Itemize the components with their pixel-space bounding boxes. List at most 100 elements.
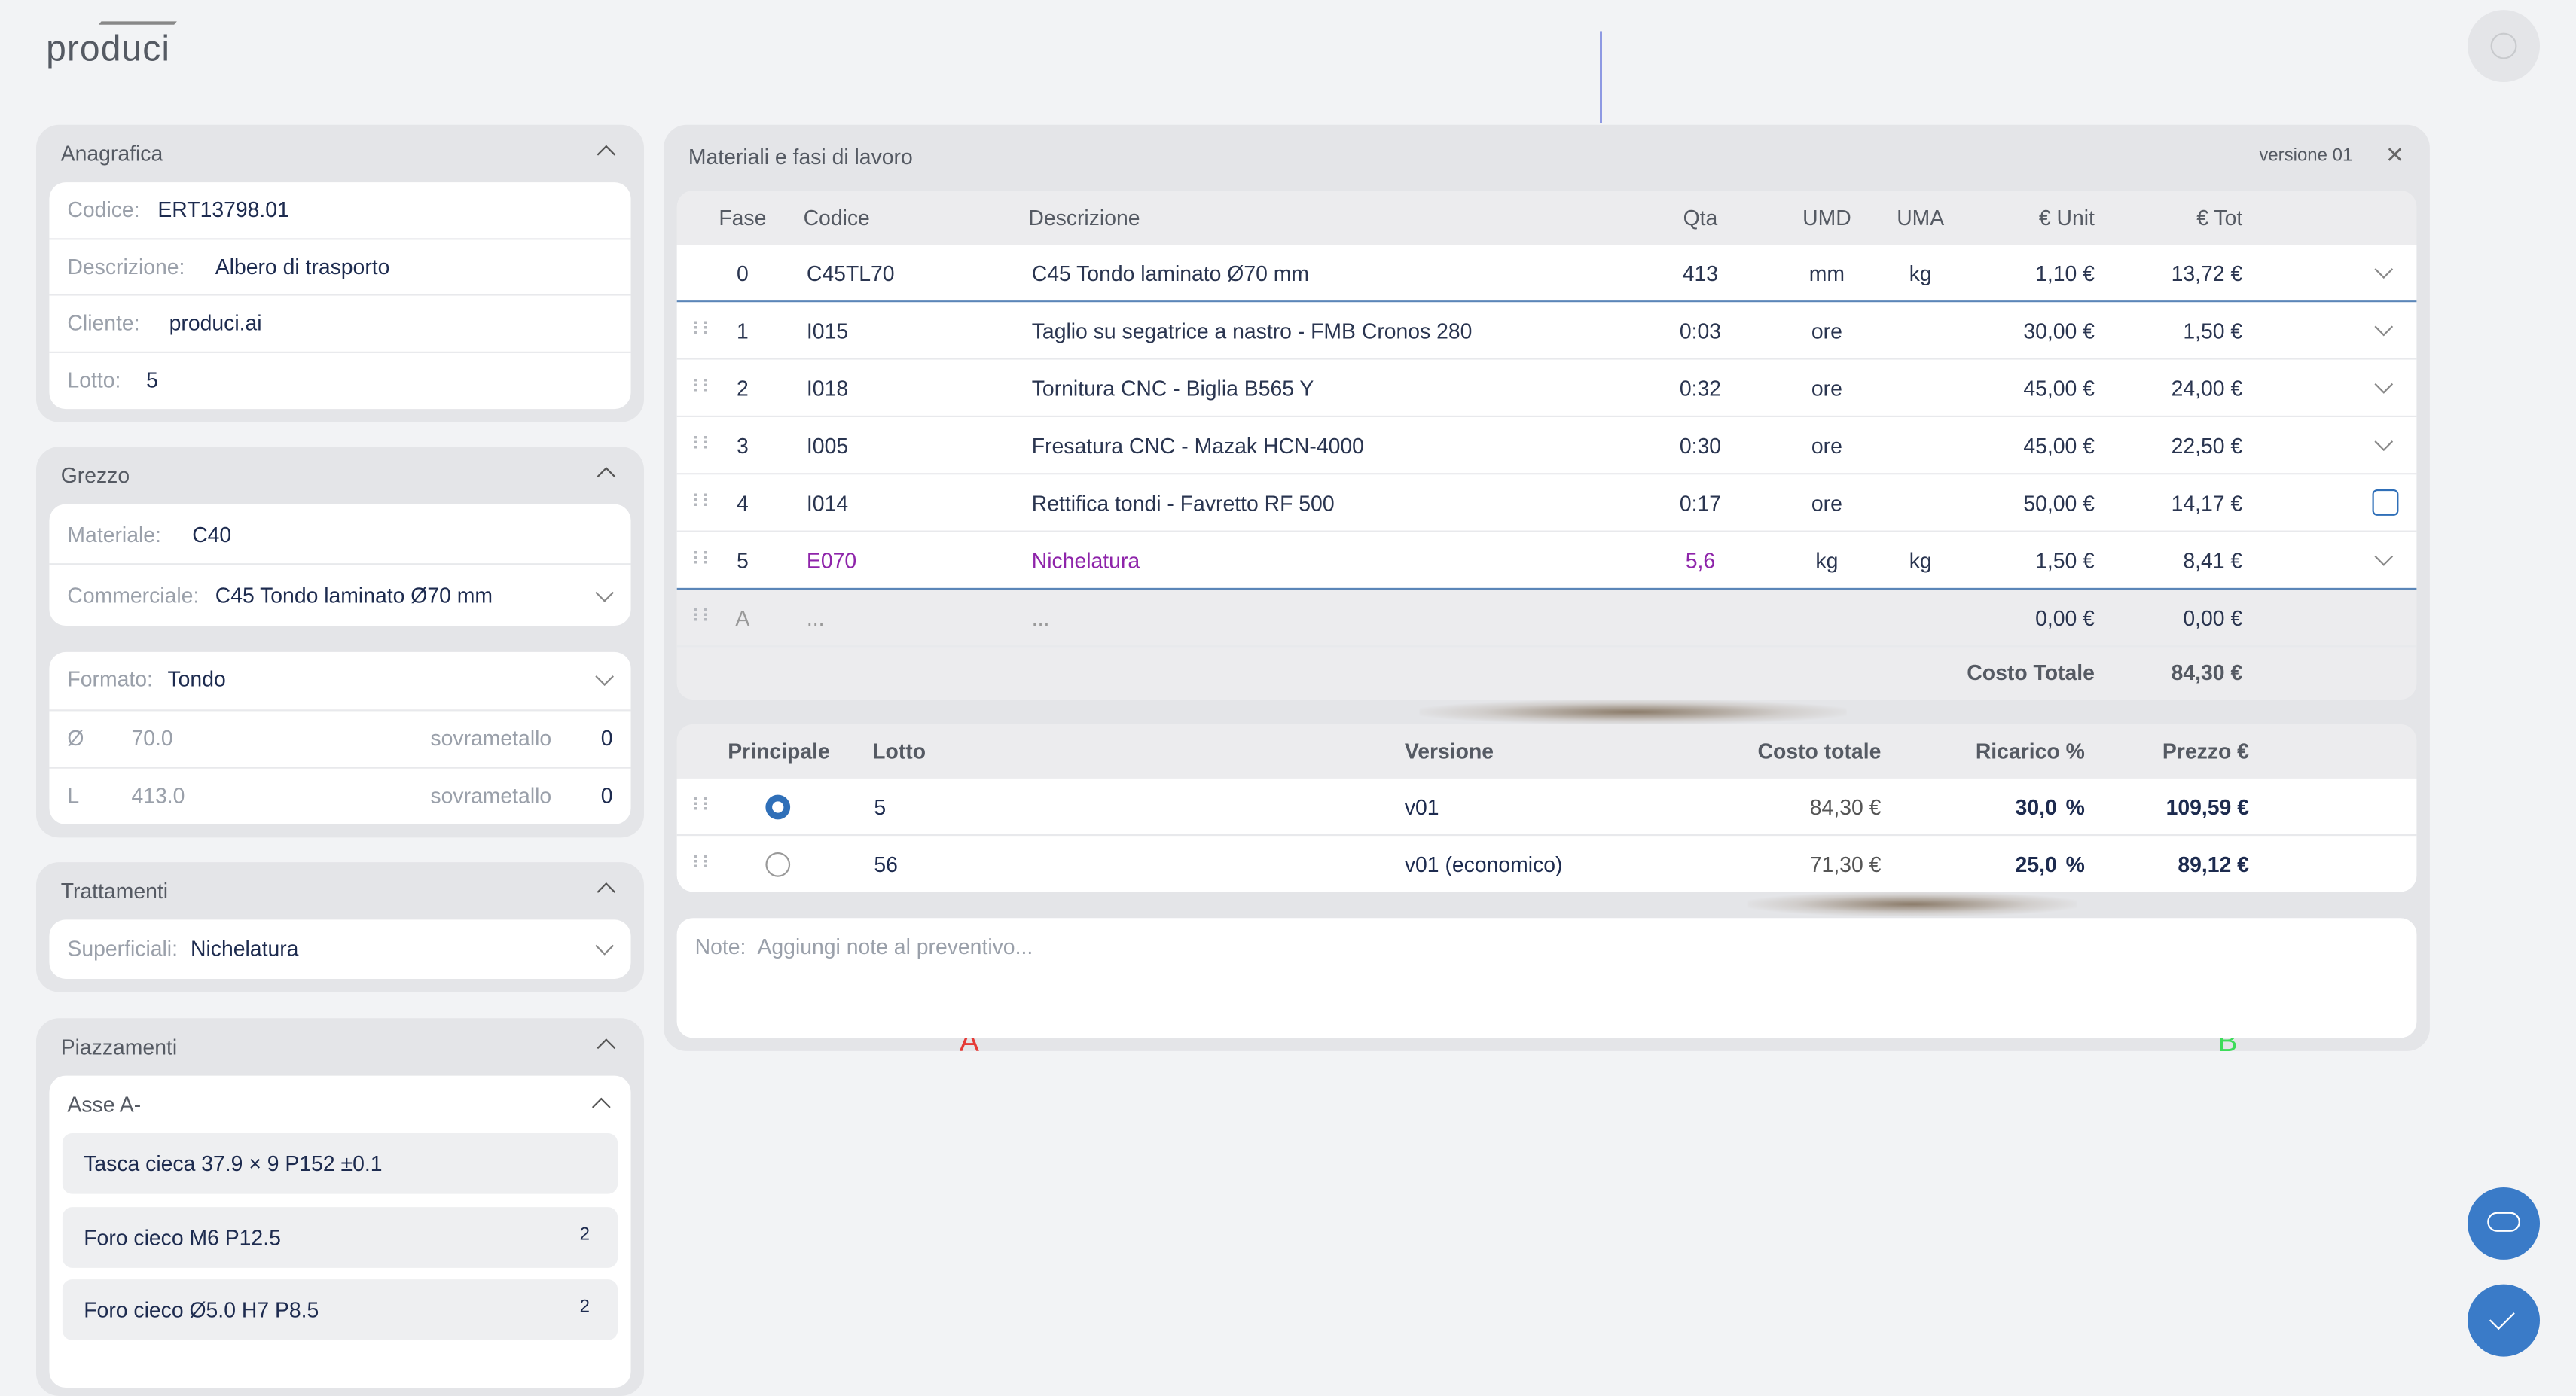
cell-tot: 8,41 €	[2183, 548, 2243, 574]
grezzo-panel: Grezzo Materiale: C40 Commerciale: C45 Tondo…	[35, 447, 644, 838]
field-label: Lotto:	[67, 367, 121, 392]
cell-qta: 0:32	[1679, 376, 1722, 401]
materials-panel: Materiali e fasi di lavoro versione 01 × Fa…	[664, 124, 2430, 1051]
drag-handle[interactable]: ⠇⠇	[691, 492, 715, 513]
cell-tot: 24,00 €	[2171, 376, 2243, 401]
drag-handle[interactable]: ⠇⠇	[691, 854, 715, 874]
item[interactable]: Foro cieco Ø5.0 H7 P8.5 2	[62, 1279, 618, 1340]
collapse-icon[interactable]	[597, 1038, 616, 1057]
logo-mark	[96, 21, 177, 29]
drag-handle[interactable]: ⠇⠇	[691, 320, 715, 340]
dim-extra-label: sovrametallo	[430, 726, 552, 751]
chevron[interactable]	[595, 582, 614, 602]
separator	[49, 294, 631, 296]
cell-umd: mm	[1808, 261, 1845, 286]
cell-tot: 22,50 €	[2171, 433, 2243, 459]
chevron[interactable]	[2374, 432, 2394, 452]
cell-umd: ore	[1811, 376, 1842, 401]
field-value: Albero di trasporto	[215, 254, 390, 279]
decor	[1419, 700, 1847, 724]
cell-descrizione: Tornitura CNC - Biglia B565 Y	[1031, 376, 1314, 401]
table-row[interactable]: ⠇⠇ 3 I005 Fresatura CNC - Mazak HCN-4000 0:3…	[676, 417, 2417, 475]
version-row[interactable]: ⠇⠇ 56 v01 (economico) 71,30 € 25,0% 89,12 €	[676, 836, 2417, 892]
chevron[interactable]	[2374, 375, 2394, 394]
table-row[interactable]: ⠇⠇ 2 I018 Tornitura CNC - Biglia B565 Y 0:32…	[676, 359, 2417, 418]
collapse-icon[interactable]	[597, 145, 616, 164]
card: Formato: Tondo Ø 70.0 sovrametallo 0 L 413.0 sov…	[49, 651, 631, 824]
cell-costo: 71,30 €	[1809, 852, 1882, 877]
upload-button[interactable]	[2468, 1187, 2541, 1260]
item-count: 2	[579, 1224, 591, 1245]
notes-label: Note:	[694, 934, 746, 959]
materials-table: Fase Codice Descrizione Qta UMD UMA € Unit € To…	[676, 191, 2417, 700]
cell-fase: 5	[736, 548, 749, 574]
table-row[interactable]: ⠇⠇ A...... 0,00 € 0,00 €	[676, 590, 2417, 648]
separator	[49, 709, 631, 712]
cell-ricarico-unit: %	[2065, 794, 2085, 820]
radio[interactable]	[765, 794, 791, 820]
field-row: Materiale: C40	[49, 504, 631, 565]
chevron[interactable]	[595, 667, 614, 686]
chevron[interactable]	[2374, 260, 2394, 279]
notes-field[interactable]: Note: Aggiungi note al preventivo...	[676, 918, 2417, 1038]
drag-handle[interactable]: ⠇⠇	[691, 608, 715, 628]
confirm-button[interactable]	[2468, 1284, 2541, 1357]
chevron[interactable]	[2374, 317, 2394, 337]
column-header: Qta	[1683, 205, 1718, 230]
cell-codice: I018	[806, 376, 849, 401]
cell-umd: ore	[1811, 491, 1842, 516]
cell-codice: ...	[806, 605, 825, 631]
table-row[interactable]: ⠇⠇ 1 I015 Taglio su segatrice a nastro - FM…	[676, 302, 2417, 360]
drag-handle[interactable]: ⠇⠇	[691, 796, 715, 817]
cell-unit: 50,00 €	[2023, 491, 2095, 516]
panel-title: Trattamenti	[60, 878, 169, 904]
drag-handle[interactable]: ⠇⠇	[691, 377, 715, 398]
collapse-icon[interactable]	[597, 467, 616, 486]
cell-unit: 45,00 €	[2023, 376, 2095, 401]
item[interactable]: Tasca cieca 37.9 × 9 P152 ±0.1	[62, 1132, 618, 1194]
table-row[interactable]: 0 C45TL70 C45 Tondo laminato Ø70 mm 413 mm kg…	[676, 244, 2417, 303]
cell-unit: 30,00 €	[2023, 319, 2095, 343]
field-row: Cliente: produci.ai	[49, 296, 631, 352]
column-header: Lotto	[872, 739, 926, 764]
dim-extra-label: sovrametallo	[430, 783, 552, 809]
cell-descrizione: C45 Tondo laminato Ø70 mm	[1031, 261, 1310, 286]
panel-title: Anagrafica	[60, 141, 163, 166]
cell-tot: 13,72 €	[2171, 261, 2243, 286]
table-row[interactable]: ⠇⠇ 4 I014 Rettifica tondi - Favretto RF 500…	[676, 474, 2417, 532]
version-row[interactable]: ⠇⠇ 5 v01 84,30 € 30,0% 109,59 €	[676, 778, 2417, 837]
chevron[interactable]	[595, 936, 614, 956]
column-header: Ricarico %	[1975, 739, 2085, 764]
field-value: Tondo	[167, 666, 226, 692]
card: Superficiali: Nichelatura	[49, 919, 631, 979]
item[interactable]: Foro cieco M6 P12.5 2	[62, 1206, 618, 1267]
radio[interactable]	[765, 852, 791, 877]
cell-uma: kg	[1909, 548, 1932, 574]
cell-fase: 1	[736, 319, 749, 343]
dim-symbol: Ø	[67, 726, 84, 751]
row-checkbox[interactable]	[2372, 489, 2399, 516]
cell-costo: 84,30 €	[1809, 794, 1882, 820]
cell-fase: 2	[736, 376, 749, 401]
chevron[interactable]	[2374, 547, 2394, 566]
close-button[interactable]: ×	[2386, 138, 2404, 171]
column-header: Versione	[1404, 739, 1494, 764]
dim-symbol: L	[67, 783, 80, 809]
cell-codice: I014	[806, 491, 849, 516]
decor	[1747, 892, 2077, 917]
card: Materiale: C40 Commerciale: C45 Tondo lamin…	[49, 504, 631, 626]
collapse-icon[interactable]	[597, 882, 616, 901]
cell-codice: I015	[806, 319, 849, 343]
field-row: Descrizione: Albero di trasporto	[49, 239, 631, 296]
table-row[interactable]: ⠇⠇ 5 E070 Nichelatura 5,6 kg kg 1,50 € 8,41 €	[676, 532, 2417, 590]
cell-unit: 45,00 €	[2023, 433, 2095, 459]
drag-handle[interactable]: ⠇⠇	[691, 550, 715, 570]
collapse-icon[interactable]	[591, 1097, 611, 1117]
power-button[interactable]	[2468, 10, 2541, 83]
total-label: Costo Totale	[1967, 660, 2095, 685]
drag-handle[interactable]: ⠇⠇	[691, 434, 715, 456]
field-label: Formato:	[67, 666, 153, 692]
column-header: Principale	[728, 739, 830, 764]
cell-fase: 0	[736, 261, 749, 286]
